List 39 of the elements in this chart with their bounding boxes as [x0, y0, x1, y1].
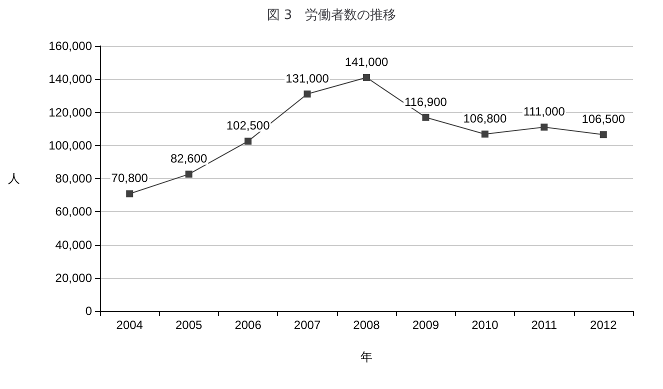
y-tick-label: 80,000	[55, 172, 92, 186]
data-label: 106,500	[582, 112, 626, 126]
point	[304, 90, 311, 98]
point	[185, 170, 192, 178]
y-tick-label: 140,000	[48, 72, 92, 86]
point	[481, 130, 488, 138]
x-tick-label: 2006	[234, 318, 262, 332]
point	[422, 114, 430, 121]
data-label: 116,900	[404, 94, 448, 109]
point	[540, 124, 548, 131]
data-label: 106,800	[463, 112, 507, 126]
y-tick-label: 20,000	[55, 270, 92, 285]
point	[363, 74, 370, 81]
x-tick-label: 2008	[353, 318, 380, 332]
y-tick-label: 120,000	[48, 105, 92, 120]
y-tick-label: 100,000	[48, 138, 92, 152]
y-tick-label: 40,000	[55, 238, 92, 252]
data-label: 131,000	[286, 72, 330, 86]
data-label: 102,500	[226, 118, 270, 133]
y-tick-label: 0	[85, 304, 92, 318]
x-tick-label: 2010	[472, 318, 499, 332]
x-tick-label: 2011	[531, 318, 558, 332]
x-tick-label: 2007	[294, 318, 321, 332]
x-tick-label: 2009	[412, 318, 440, 332]
x-axis-title: 年	[360, 350, 372, 364]
data-label: 70,800	[111, 171, 148, 186]
chart-title: 図 3 労働者数の推移	[266, 8, 396, 23]
point	[600, 131, 607, 138]
point	[244, 138, 252, 145]
x-tick-label: 2005	[175, 318, 203, 332]
y-tick-label: 60,000	[55, 204, 92, 219]
y-axis-title: 人	[8, 172, 20, 186]
x-tick-label: 2012	[590, 318, 618, 332]
x-tick-label: 2004	[116, 318, 144, 332]
y-tick-label: 160,000	[48, 39, 92, 53]
data-label: 82,600	[170, 152, 208, 166]
point	[126, 190, 134, 198]
data-label: 111,000	[523, 104, 566, 119]
data-label: 141,000	[344, 54, 389, 69]
